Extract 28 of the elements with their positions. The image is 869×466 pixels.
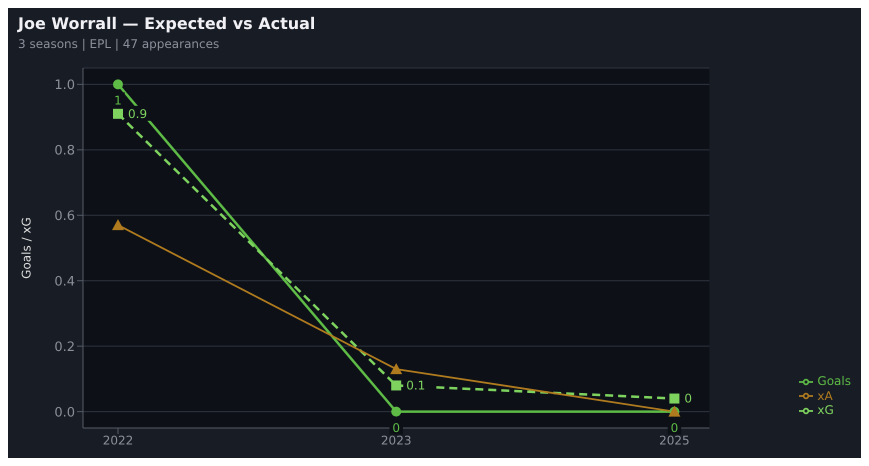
point [390,363,402,374]
data-label: 0.9 [128,107,148,122]
y-tick-label: 0.8 [54,143,75,158]
y-tick-label: 0.4 [54,274,75,290]
point [113,108,123,119]
x-tick-label: 2022 [102,434,134,448]
y-tick-label: 1.0 [54,78,75,93]
x-tick-label: 2025 [659,434,690,448]
legend-label: xG [817,403,834,418]
x-tick-label: 2023 [380,434,412,448]
legend-label: Goals [817,374,851,388]
chart-title: Joe Worrall — Expected vs Actual [18,14,316,33]
point [669,394,680,404]
y-tick-label: 0.0 [54,405,75,420]
y-tick-label: 0.6 [54,208,75,224]
point [112,219,124,230]
point [113,79,123,90]
legend-label: xA [817,388,833,403]
y-axis-title: Goals / xG [19,217,34,279]
point [391,380,402,390]
data-label: 0 [670,420,678,435]
data-label: 0 [392,420,400,435]
chart-subtitle: 3 seasons | EPL | 47 appearances [18,37,220,51]
y-tick-label: 0.2 [54,340,75,355]
data-label: 0 [684,392,692,406]
point [391,406,402,417]
data-label: 1 [114,94,122,108]
data-label: 0.1 [406,378,426,393]
